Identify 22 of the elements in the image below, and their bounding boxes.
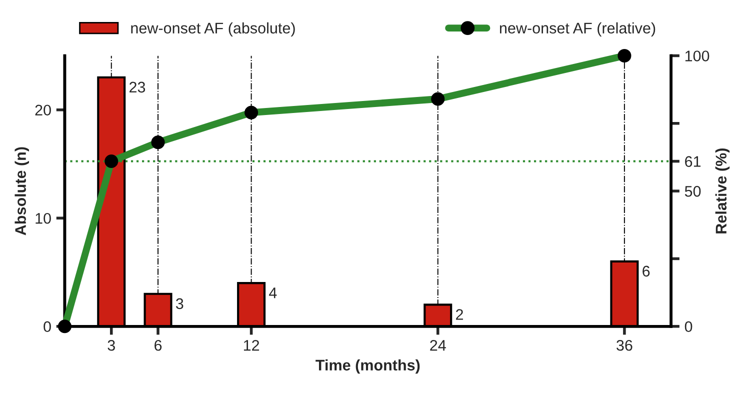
data-label: 3 xyxy=(176,298,184,310)
x-axis-title: Time (months) xyxy=(316,359,420,374)
y2-axis-title: Relative (%) xyxy=(715,148,730,234)
y-tick-label: 20 xyxy=(35,104,51,116)
x-tick-label: 24 xyxy=(430,340,446,351)
x-tick-label: 6 xyxy=(154,340,162,351)
data-label: 2 xyxy=(456,309,463,320)
data-label: 4 xyxy=(269,288,277,298)
y2-tick-label: 50 xyxy=(684,186,701,197)
data-label: 6 xyxy=(642,266,650,277)
y2-tick-label: 61 xyxy=(685,156,701,167)
legend-label: new-onset AF (relative) xyxy=(500,22,656,37)
x-tick-label: 3 xyxy=(108,340,115,351)
data-label: 23 xyxy=(130,82,146,93)
y-tick-label: 0 xyxy=(44,321,51,332)
x-tick-label: 12 xyxy=(244,340,260,351)
y2-tick-label: 0 xyxy=(684,321,692,332)
y2-tick-label: 100 xyxy=(685,50,710,62)
legend-label: new-onset AF (absolute) xyxy=(131,22,295,37)
y-tick-label: 10 xyxy=(36,212,51,224)
x-tick-label: 36 xyxy=(616,340,632,351)
y-axis-title: Absolute (n) xyxy=(14,147,29,236)
